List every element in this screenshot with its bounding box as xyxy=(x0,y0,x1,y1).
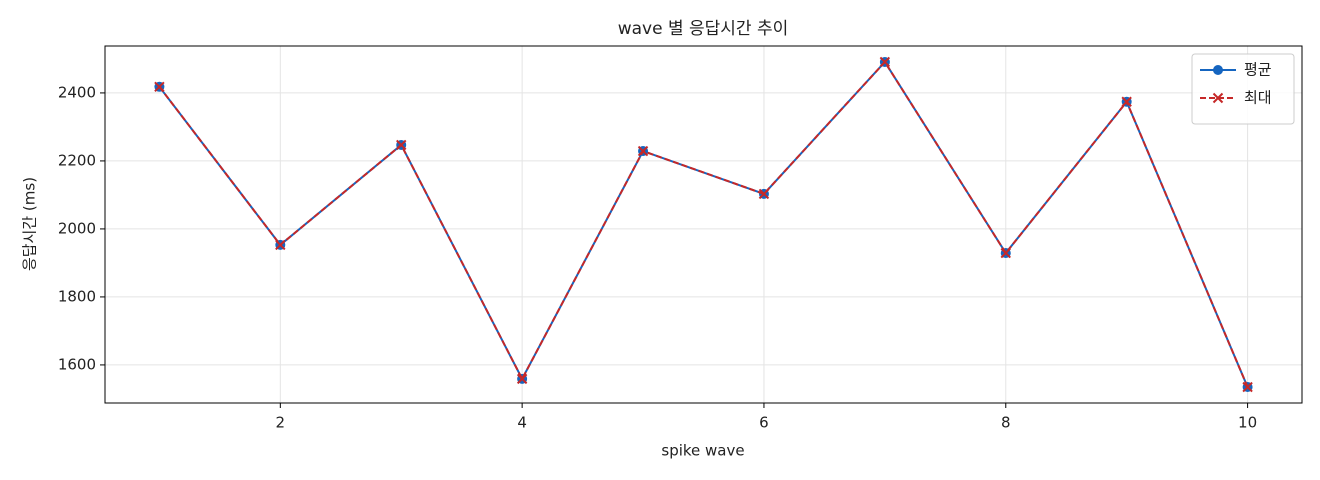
x-tick-label: 4 xyxy=(517,414,527,432)
marker-stroke xyxy=(1242,381,1253,393)
marker-stroke xyxy=(1121,96,1132,107)
legend-label: 평균 xyxy=(1244,61,1272,79)
x-tick-label: 10 xyxy=(1238,414,1257,432)
marker-stroke xyxy=(396,139,407,151)
data-point xyxy=(396,139,407,151)
marker-stroke xyxy=(1212,92,1224,104)
data-point xyxy=(1000,247,1011,259)
legend-marker xyxy=(1213,65,1223,75)
marker-stroke xyxy=(275,239,286,251)
y-tick-label: 2000 xyxy=(58,219,96,237)
series-line xyxy=(158,60,1249,388)
data-point xyxy=(758,188,770,200)
x-tick-label: 8 xyxy=(1001,414,1011,432)
marker-stroke xyxy=(516,373,528,385)
y-axis-label: 응답시간 (ms) xyxy=(21,177,39,271)
data-point xyxy=(1242,381,1253,393)
legend-label: 최대 xyxy=(1244,89,1272,107)
y-tick-label: 1600 xyxy=(58,355,96,373)
marker-stroke xyxy=(879,56,891,68)
legend-box xyxy=(1191,53,1295,125)
data-point xyxy=(637,145,649,157)
x-axis-label: spike wave xyxy=(661,442,744,460)
plot-frame xyxy=(104,45,1303,404)
data-point xyxy=(154,81,165,93)
y-tick-label: 2200 xyxy=(58,151,96,169)
chart-title: wave 별 응답시간 추이 xyxy=(618,19,789,39)
x-tick-label: 2 xyxy=(276,414,286,432)
data-point xyxy=(879,56,891,68)
data-point xyxy=(516,373,528,385)
marker-stroke xyxy=(154,81,165,93)
marker-stroke xyxy=(637,145,649,157)
y-tick-label: 2400 xyxy=(58,83,96,101)
legend-marker xyxy=(1212,92,1224,104)
data-point xyxy=(1121,96,1132,107)
marker-stroke xyxy=(758,188,770,200)
y-tick-label: 1800 xyxy=(58,287,96,305)
data-point xyxy=(275,239,286,251)
marker-stroke xyxy=(1000,247,1011,259)
x-tick-label: 6 xyxy=(759,414,769,432)
